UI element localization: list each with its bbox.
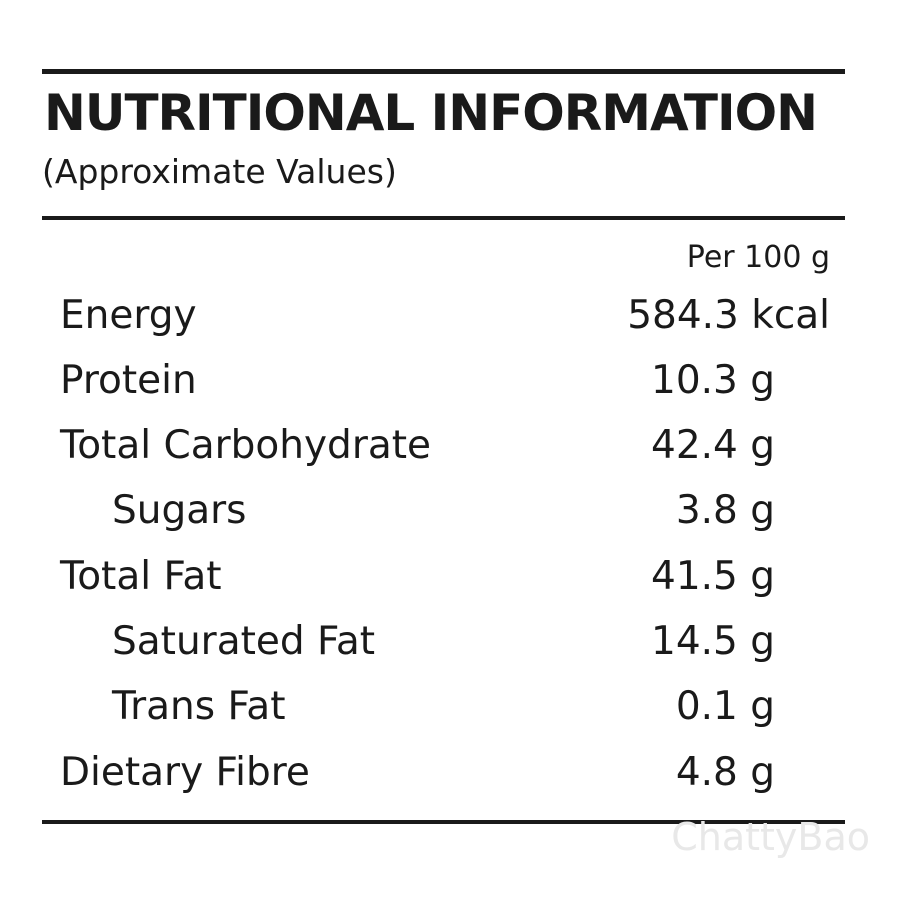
row-value: 42.4 g [651,423,775,468]
row-value: 41.5 g [651,554,775,599]
row-value: 4.8 g [675,750,775,795]
subtitle: (Approximate Values) [42,152,397,191]
row-value: 14.5 g [651,619,775,664]
header-rule [42,216,845,220]
row-value: 0.1 g [675,684,775,729]
row-label: Protein [60,358,197,403]
row-label: Energy [60,293,197,338]
column-header: Per 100 g [686,240,830,275]
row-label: Trans Fat [112,684,286,729]
row-label: Total Carbohydrate [60,423,432,468]
watermark: ChattyBao [671,815,870,859]
row-label: Saturated Fat [112,619,376,664]
row-value: 10.3 g [651,358,775,403]
bottom-rule [42,820,845,824]
row-label: Total Fat [60,554,222,599]
row-label: Sugars [112,488,247,533]
row-value: 3.8 g [675,488,775,533]
row-value: 584.3 kcal [627,293,830,338]
top-rule [42,69,845,74]
row-label: Dietary Fibre [60,750,310,795]
title: NUTRITIONAL INFORMATION [44,84,818,142]
